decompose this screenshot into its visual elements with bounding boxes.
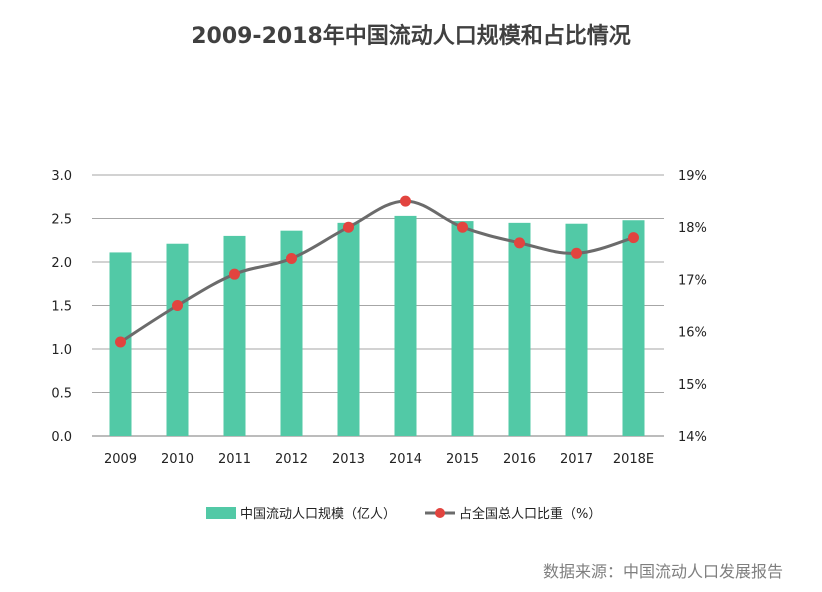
x-tick-label: 2018E <box>613 452 654 467</box>
right-tick-label: 17% <box>678 273 707 288</box>
bar <box>223 235 246 436</box>
line-point <box>172 300 183 311</box>
line-point <box>115 336 126 348</box>
left-tick-label: 0.5 <box>51 387 72 402</box>
bar <box>565 223 588 436</box>
legend: 中国流动人口规模（亿人） 占全国总人口比重（%） <box>206 506 601 522</box>
line-point <box>514 237 525 249</box>
left-tick-label: 0.0 <box>51 430 72 445</box>
legend-line-marker <box>435 508 445 518</box>
source-note: 数据来源：中国流动人口发展报告 <box>543 562 783 581</box>
x-tick-label: 2015 <box>446 452 479 467</box>
left-tick-label: 1.0 <box>51 343 72 358</box>
line-point <box>628 232 639 244</box>
bar <box>166 243 189 436</box>
line-point <box>400 195 411 207</box>
bar <box>622 220 645 436</box>
bar <box>280 230 303 436</box>
x-tick-label: 2009 <box>104 452 137 467</box>
legend-line-label: 占全国总人口比重（%） <box>459 506 601 522</box>
line-path <box>119 199 634 344</box>
bar-series <box>109 215 645 436</box>
left-axis-ticks: 0.0 0.5 1.0 1.5 2.0 2.5 3.0 <box>51 169 72 445</box>
legend-bar-swatch <box>206 507 236 519</box>
left-tick-label: 2.5 <box>51 213 72 228</box>
line-point <box>457 221 468 233</box>
line-point <box>571 247 582 259</box>
bar <box>337 222 360 436</box>
line-point <box>286 253 297 265</box>
right-tick-label: 18% <box>678 221 707 236</box>
left-tick-label: 3.0 <box>51 169 72 184</box>
chart-title: 2009-2018年中国流动人口规模和占比情况 <box>191 23 631 49</box>
line-series <box>115 195 639 348</box>
x-tick-label: 2011 <box>218 452 251 467</box>
x-tick-label: 2016 <box>503 452 536 467</box>
bar <box>394 215 417 436</box>
x-tick-label: 2013 <box>332 452 365 467</box>
bar <box>508 222 531 436</box>
right-tick-label: 15% <box>678 378 707 393</box>
x-tick-label: 2012 <box>275 452 308 467</box>
left-tick-label: 1.5 <box>51 300 72 315</box>
right-tick-label: 19% <box>678 169 707 184</box>
line-point <box>343 221 354 233</box>
right-axis-ticks: 14% 15% 16% 17% 18% 19% <box>678 169 707 445</box>
left-tick-label: 2.0 <box>51 256 72 271</box>
x-tick-label: 2010 <box>161 452 194 467</box>
x-tick-label: 2014 <box>389 452 422 467</box>
x-tick-label: 2017 <box>560 452 593 467</box>
bar <box>451 221 474 436</box>
line-point <box>229 268 240 280</box>
legend-bar-label: 中国流动人口规模（亿人） <box>240 507 396 522</box>
right-tick-label: 16% <box>678 326 707 341</box>
right-tick-label: 14% <box>678 430 707 445</box>
x-axis-ticks: 2009 2010 2011 2012 2013 2014 2015 2016 2017 2018… <box>104 452 654 467</box>
